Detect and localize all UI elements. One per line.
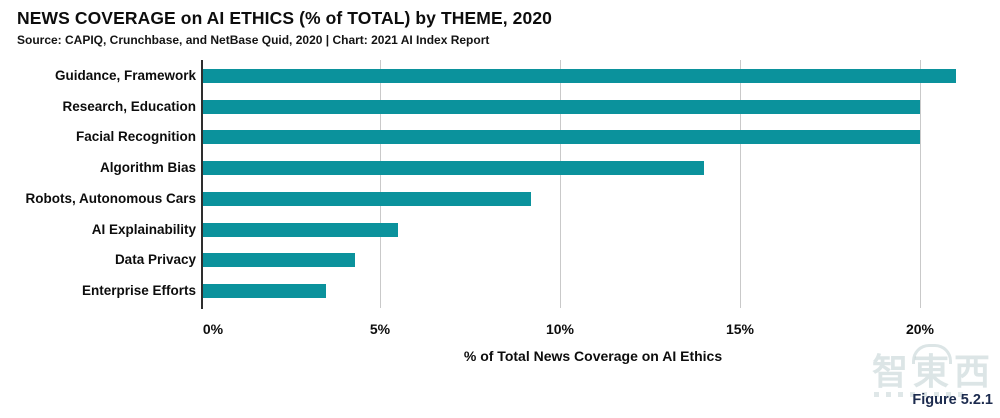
chart-source-line: Source: CAPIQ, Crunchbase, and NetBase Q… [17,33,490,47]
category-label: Robots, Autonomous Cars [25,190,197,206]
figure-number-label: Figure 5.2.1 [912,392,993,408]
gridline-10% [560,60,561,308]
gridline-15% [740,60,741,308]
watermark-arc-icon [912,344,952,364]
x-tick-label: 15% [725,321,755,337]
x-tick-label: 5% [369,321,391,337]
gridline-20% [920,60,921,308]
chart-title: NEWS COVERAGE on AI ETHICS (% of TOTAL) … [17,8,552,28]
bar-enterprise-efforts [203,283,326,298]
gridline-5% [380,60,381,308]
x-tick-label: 10% [545,321,575,337]
category-label: Enterprise Efforts [81,282,196,298]
bar-ai-explainability [203,222,398,237]
bar-robots-autonomous-cars [203,191,532,206]
category-label: AI Explainability [91,221,196,237]
x-axis-title: % of Total News Coverage on AI Ethics [463,348,723,364]
x-tick-label: 0% [202,321,224,337]
watermark-subtext [874,392,970,397]
y-axis-line [201,60,203,309]
bar-research-education [203,99,920,114]
category-label: Research, Education [62,98,196,114]
category-label: Data Privacy [114,252,196,268]
bar-data-privacy [203,253,355,268]
category-label: Guidance, Framework [54,68,196,83]
bar-facial-recognition [203,130,920,145]
x-tick-label: 20% [905,321,935,337]
category-label: Facial Recognition [75,129,196,145]
bar-guidance-framework [203,69,956,83]
bar-algorithm-bias [203,161,704,176]
category-label: Algorithm Bias [99,160,196,176]
